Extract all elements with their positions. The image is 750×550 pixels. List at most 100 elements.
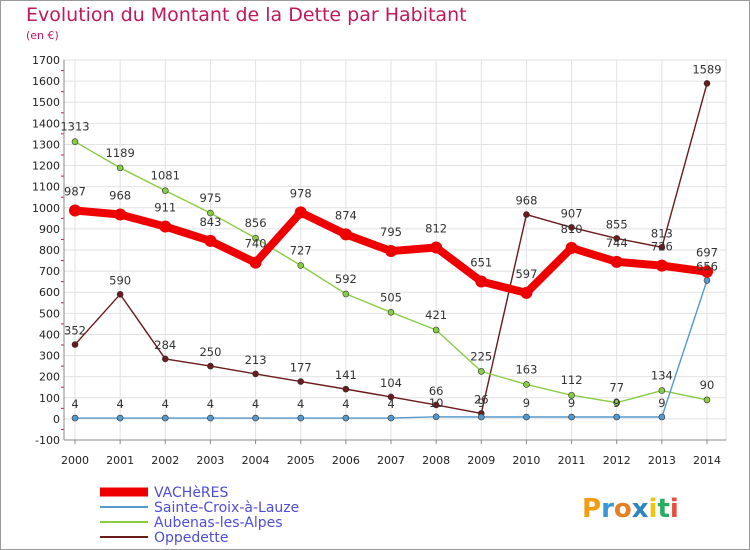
data-label-sainte-croix-lauze: 4	[162, 397, 169, 411]
point-vach-res	[114, 208, 127, 221]
point-aubenas-les-alpes	[477, 368, 485, 375]
data-label-aubenas-les-alpes: 856	[245, 216, 267, 230]
data-label-vach-res: 812	[425, 221, 447, 235]
point-vach-res	[294, 206, 307, 219]
point-oppedette	[342, 385, 350, 393]
data-label-sainte-croix-lauze: 9	[613, 396, 620, 410]
point-sainte-croix-lauze	[116, 414, 124, 422]
x-tick-label: 2014	[693, 454, 721, 467]
point-aubenas-les-alpes	[297, 262, 305, 269]
point-aubenas-les-alpes	[342, 290, 350, 298]
data-label-oppedette: 250	[199, 345, 221, 359]
x-tick-label: 2012	[603, 454, 631, 467]
data-label-sainte-croix-lauze: 9	[568, 396, 575, 410]
point-vach-res	[159, 220, 172, 233]
data-label-aubenas-les-alpes: 90	[700, 378, 715, 392]
data-label-vach-res: 810	[561, 222, 583, 236]
data-label-aubenas-les-alpes: 112	[561, 373, 583, 387]
data-label-vach-res: 744	[606, 236, 628, 250]
logo-text: Proxiti	[582, 494, 679, 524]
data-label-aubenas-les-alpes: 505	[380, 290, 402, 304]
point-oppedette	[568, 224, 575, 231]
x-tick-label: 2000	[61, 454, 89, 467]
y-tick-label: 900	[39, 223, 60, 236]
data-label-aubenas-les-alpes: 592	[335, 272, 357, 286]
x-tick-label: 2005	[287, 454, 315, 467]
point-sainte-croix-lauze	[568, 413, 575, 421]
point-sainte-croix-lauze	[71, 414, 79, 422]
y-tick-label: 300	[39, 350, 60, 363]
x-tick-label: 2011	[558, 454, 586, 467]
data-label-oppedette: 284	[154, 338, 176, 352]
point-aubenas-les-alpes	[613, 399, 621, 406]
point-oppedette	[161, 355, 169, 363]
point-vach-res	[430, 241, 443, 254]
point-sainte-croix-lauze	[387, 414, 395, 422]
data-label-oppedette: 66	[429, 384, 444, 398]
point-sainte-croix-lauze	[613, 413, 621, 421]
data-label-oppedette: 141	[335, 368, 357, 382]
x-tick-label: 2008	[422, 454, 450, 467]
point-aubenas-les-alpes	[703, 396, 711, 404]
data-label-oppedette: 907	[561, 206, 583, 220]
data-label-oppedette: 26	[474, 392, 489, 406]
y-tick-label: 800	[39, 244, 60, 257]
chart-title: Evolution du Montant de la Dette par Hab…	[26, 4, 467, 26]
data-label-vach-res: 795	[380, 225, 402, 239]
y-tick-label: 1300	[32, 138, 60, 151]
data-label-aubenas-les-alpes: 134	[651, 369, 673, 383]
data-label-oppedette: 590	[109, 273, 131, 287]
point-aubenas-les-alpes	[116, 164, 124, 172]
y-tick-label: -100	[35, 434, 60, 447]
point-sainte-croix-lauze	[658, 413, 666, 421]
data-label-sainte-croix-lauze: 4	[342, 397, 349, 411]
data-label-vach-res: 978	[290, 186, 312, 200]
point-oppedette	[116, 291, 124, 298]
y-tick-label: 200	[39, 371, 60, 384]
data-label-aubenas-les-alpes: 975	[199, 191, 221, 205]
point-aubenas-les-alpes	[161, 187, 169, 194]
data-label-sainte-croix-lauze: 4	[207, 397, 214, 411]
data-label-sainte-croix-lauze: 4	[116, 397, 123, 411]
point-aubenas-les-alpes	[71, 138, 79, 145]
y-tick-label: 1700	[32, 54, 60, 67]
proxiti-logo: Proxiti	[582, 494, 679, 524]
y-tick-label: 400	[39, 328, 60, 341]
data-label-vach-res: 597	[515, 267, 537, 281]
x-tick-label: 2004	[242, 454, 270, 467]
x-tick-label: 2007	[377, 454, 405, 467]
data-label-oppedette: 968	[515, 194, 537, 208]
point-sainte-croix-lauze	[432, 413, 440, 421]
point-sainte-croix-lauze	[207, 414, 214, 422]
point-oppedette	[297, 378, 305, 385]
y-tick-label: 500	[39, 307, 60, 320]
data-label-vach-res: 740	[245, 237, 267, 251]
data-label-sainte-croix-lauze: 9	[523, 396, 530, 410]
legend: VACHèRESSainte-Croix-à-LauzeAubenas-les-…	[100, 485, 299, 546]
legend-label-oppedette: Oppedette	[154, 530, 229, 546]
y-tick-label: 0	[53, 413, 60, 426]
point-oppedette	[432, 401, 440, 409]
x-tick-label: 2002	[151, 454, 179, 467]
point-sainte-croix-lauze	[477, 413, 485, 421]
data-label-sainte-croix-lauze: 656	[696, 259, 718, 273]
data-label-sainte-croix-lauze: 4	[252, 397, 259, 411]
point-vach-res	[249, 256, 262, 269]
x-tick-label: 2010	[512, 454, 540, 467]
point-aubenas-les-alpes	[568, 391, 575, 399]
x-tick-label: 2013	[648, 454, 676, 467]
chart-unit: (en €)	[26, 29, 59, 42]
point-oppedette	[523, 211, 530, 218]
point-vach-res	[565, 241, 578, 254]
point-oppedette	[613, 235, 621, 242]
y-tick-label: 1600	[32, 75, 60, 88]
point-vach-res	[610, 255, 623, 268]
point-vach-res	[204, 234, 217, 247]
point-vach-res	[385, 245, 397, 258]
x-tick-label: 2003	[196, 454, 224, 467]
data-label-vach-res: 726	[651, 240, 673, 254]
point-sainte-croix-lauze	[161, 414, 169, 422]
data-label-aubenas-les-alpes: 1081	[151, 169, 180, 183]
data-label-aubenas-les-alpes: 1313	[60, 120, 89, 134]
data-label-aubenas-les-alpes: 727	[290, 243, 312, 257]
